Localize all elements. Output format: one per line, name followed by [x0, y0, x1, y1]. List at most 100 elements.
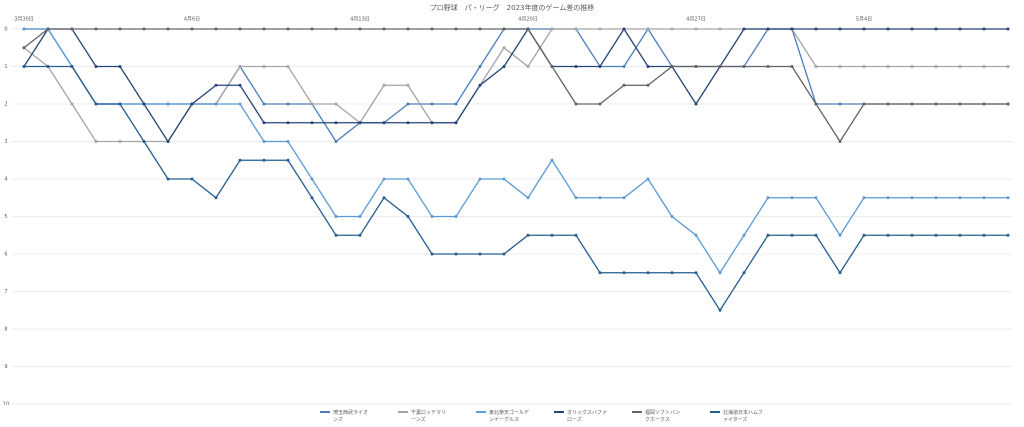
point: [166, 102, 170, 106]
point: [598, 65, 602, 68]
point: [502, 46, 506, 50]
point: [118, 27, 122, 31]
point: [646, 27, 650, 31]
point: [694, 271, 698, 275]
point: [598, 196, 602, 200]
point: [886, 65, 890, 68]
point: [454, 215, 458, 218]
y-tick-label: 2: [4, 102, 7, 108]
point: [430, 252, 434, 256]
point: [94, 102, 98, 106]
y-tick-label: 0: [4, 27, 7, 33]
point: [670, 271, 674, 275]
series-line: [24, 65, 1008, 312]
x-tick-label: 4月13日: [350, 17, 370, 23]
point: [358, 215, 362, 218]
point: [670, 27, 674, 31]
point: [262, 102, 266, 106]
point: [958, 102, 962, 106]
point: [790, 65, 794, 68]
y-tick-label: 6: [4, 252, 7, 258]
point: [286, 121, 290, 125]
point: [646, 65, 650, 68]
point: [934, 233, 938, 237]
point: [934, 196, 938, 200]
point: [574, 65, 578, 68]
series-line: [24, 27, 1008, 143]
x-tick-label: 4月20日: [518, 17, 538, 23]
x-tick-label: 4月6日: [184, 17, 200, 23]
point: [646, 271, 650, 275]
point: [262, 65, 266, 68]
chart: プロ野球 パ・リーグ 2023年度のゲーム差の推移 0 1 2 3 4 5 6 7 8 9 10 3月…: [3, 3, 1012, 406]
point: [382, 121, 386, 125]
point: [574, 102, 578, 106]
y-tick-label: 7: [4, 289, 7, 295]
point: [214, 83, 218, 87]
y-tick-label: 4: [4, 177, 7, 183]
point: [1006, 233, 1010, 237]
point: [502, 65, 506, 68]
point: [382, 27, 386, 31]
point: [958, 196, 962, 200]
legend-item: オリックスバファローズ: [554, 409, 624, 423]
point: [814, 233, 818, 237]
point: [934, 102, 938, 106]
point: [622, 196, 626, 200]
point: [430, 121, 434, 125]
point: [766, 233, 770, 237]
point: [454, 252, 458, 256]
point: [262, 27, 266, 31]
point: [1006, 65, 1010, 68]
point: [94, 27, 98, 31]
point: [334, 140, 338, 143]
point: [718, 65, 722, 68]
point: [982, 27, 986, 31]
point: [694, 27, 698, 31]
point: [238, 83, 242, 87]
point: [886, 27, 890, 31]
legend: 埼玉西武ライオンズ 千葉ロッテマリーンズ 東北楽天ゴールデンイーグルス オリックスバフ…: [320, 409, 780, 423]
legend-label: 福岡ソフトバンクホークス: [645, 410, 681, 423]
point: [406, 83, 410, 87]
point: [118, 65, 122, 68]
point: [214, 27, 218, 31]
series-line: [23, 28, 1008, 143]
legend-swatch: [710, 411, 720, 413]
point: [598, 102, 602, 106]
point: [622, 271, 626, 275]
y-tick-label: 10: [3, 402, 9, 406]
point: [766, 27, 770, 31]
point: [718, 271, 722, 275]
point: [166, 27, 170, 31]
point: [454, 121, 458, 125]
y-tick-label: 5: [4, 214, 7, 220]
point: [958, 233, 962, 237]
point: [814, 102, 818, 106]
point: [718, 308, 722, 312]
point: [94, 140, 98, 143]
point: [310, 196, 314, 200]
point: [670, 215, 674, 218]
x-tick-label: 3月30日: [14, 17, 34, 23]
point: [238, 65, 242, 68]
point: [790, 233, 794, 237]
point: [430, 215, 434, 218]
point: [478, 83, 482, 87]
point: [862, 233, 866, 237]
point: [694, 233, 698, 237]
point: [22, 65, 26, 68]
point: [238, 102, 242, 106]
point: [286, 158, 290, 162]
point: [838, 65, 842, 68]
point: [646, 177, 650, 181]
point: [286, 65, 290, 68]
point: [526, 233, 530, 237]
legend-label: 千葉ロッテマリーンズ: [411, 410, 447, 423]
x-tick-label: 5月4日: [856, 17, 872, 23]
point: [790, 27, 794, 31]
y-tick-label: 8: [4, 327, 7, 333]
point: [454, 102, 458, 106]
point: [910, 65, 914, 68]
